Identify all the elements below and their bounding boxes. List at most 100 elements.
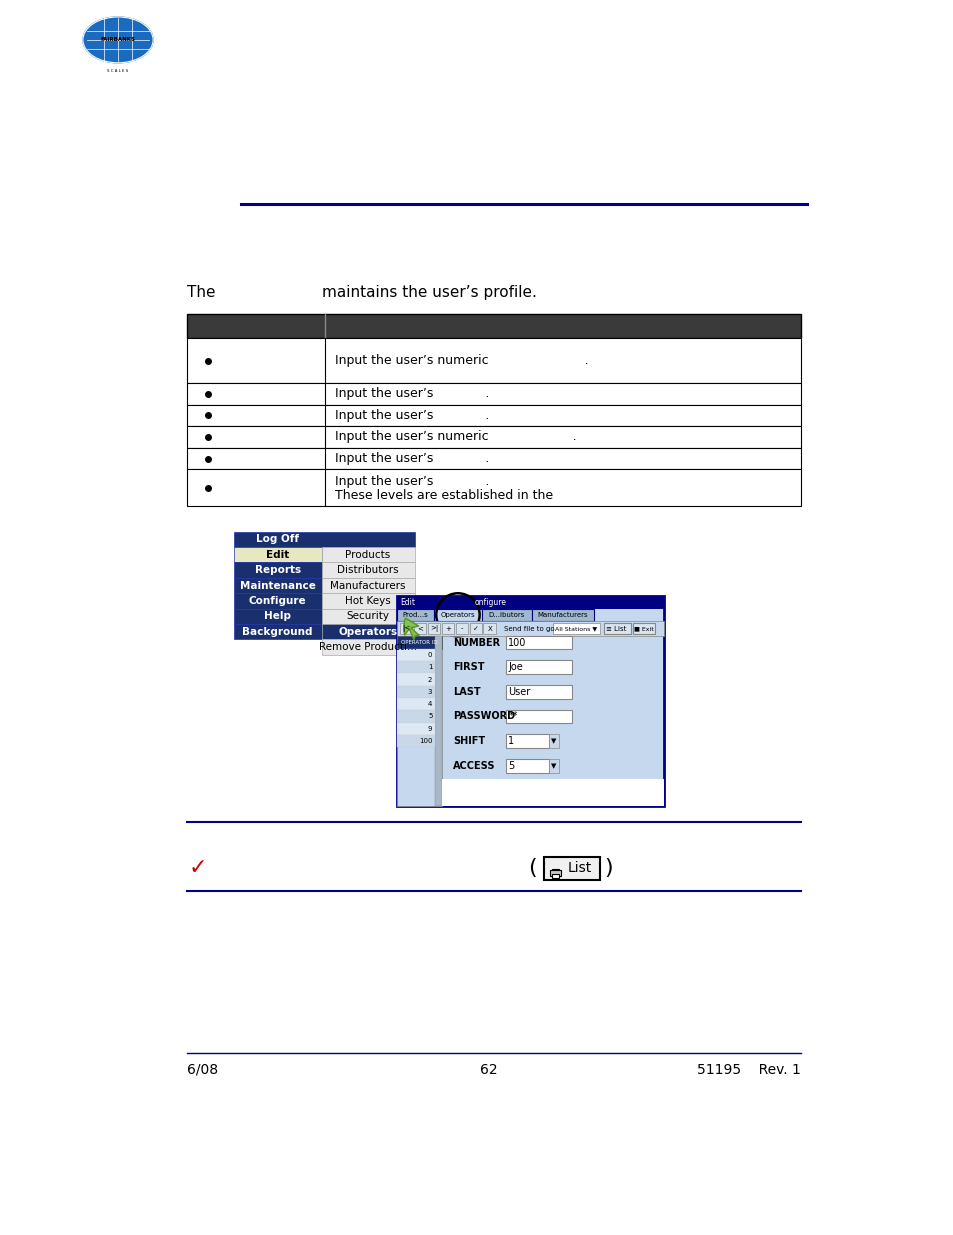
- Bar: [321, 593, 415, 609]
- Text: 3: 3: [427, 689, 432, 695]
- Bar: [469, 624, 481, 634]
- Bar: [321, 578, 415, 593]
- Text: Edit: Edit: [400, 598, 416, 606]
- Bar: [531, 609, 593, 621]
- Text: ▼: ▼: [551, 739, 557, 745]
- Text: OPERATOR ID: OPERATOR ID: [400, 640, 437, 645]
- Bar: [396, 597, 663, 805]
- Bar: [505, 734, 548, 748]
- Bar: [233, 624, 321, 640]
- Bar: [321, 609, 415, 624]
- Text: 1: 1: [427, 664, 432, 671]
- Bar: [396, 710, 435, 722]
- Text: Background: Background: [242, 626, 313, 637]
- Text: ▼: ▼: [551, 763, 557, 768]
- Text: 51195    Rev. 1: 51195 Rev. 1: [697, 1063, 801, 1077]
- Text: FAIRBANKS: FAIRBANKS: [100, 37, 135, 42]
- Text: Help: Help: [264, 611, 291, 621]
- Bar: [187, 383, 801, 405]
- Text: Manufacturers: Manufacturers: [537, 611, 587, 618]
- Text: (: (: [528, 858, 537, 878]
- Bar: [233, 609, 321, 624]
- Text: Operators: Operators: [338, 626, 397, 637]
- Bar: [505, 685, 571, 699]
- Text: Joe: Joe: [508, 662, 522, 672]
- Bar: [396, 722, 435, 735]
- Text: Edit: Edit: [266, 550, 289, 559]
- Text: Input the user’s             .: Input the user’s .: [335, 388, 489, 400]
- Bar: [551, 874, 558, 878]
- Bar: [427, 624, 439, 634]
- Bar: [321, 640, 415, 655]
- Text: These levels are established in the: These levels are established in the: [335, 489, 552, 501]
- Bar: [633, 624, 654, 634]
- Text: 6/08: 6/08: [187, 1063, 218, 1077]
- Text: 5: 5: [508, 761, 514, 771]
- Bar: [233, 593, 321, 609]
- Text: List: List: [567, 861, 591, 876]
- Bar: [233, 578, 321, 593]
- Bar: [548, 758, 558, 773]
- Text: Distributors: Distributors: [336, 566, 398, 576]
- Bar: [187, 314, 801, 338]
- Bar: [396, 597, 663, 609]
- Text: Security: Security: [346, 611, 389, 621]
- Text: 62: 62: [479, 1063, 497, 1077]
- Text: Send file to go: Send file to go: [503, 626, 554, 631]
- Bar: [396, 673, 435, 685]
- Text: Input the user’s numeric                     .: Input the user’s numeric .: [335, 431, 576, 443]
- Text: Prod...s: Prod...s: [402, 611, 428, 618]
- Bar: [187, 469, 801, 506]
- Text: D...ibutors: D...ibutors: [488, 611, 524, 618]
- Bar: [321, 562, 415, 578]
- Bar: [396, 609, 434, 621]
- Bar: [548, 734, 558, 748]
- Text: Input the user’s             .: Input the user’s .: [335, 409, 489, 422]
- Text: 2: 2: [428, 677, 432, 683]
- Text: ACCESS: ACCESS: [453, 761, 496, 771]
- Text: Input the user’s             .: Input the user’s .: [335, 475, 489, 488]
- Text: ✓: ✓: [473, 626, 478, 631]
- Bar: [483, 624, 496, 634]
- Bar: [396, 735, 435, 747]
- Bar: [399, 624, 412, 634]
- Bar: [543, 857, 599, 879]
- Text: Hot Keys: Hot Keys: [345, 597, 391, 606]
- Text: ): ): [604, 858, 613, 878]
- Text: X: X: [487, 626, 492, 631]
- Bar: [435, 636, 441, 805]
- Bar: [187, 448, 801, 469]
- Text: SHIFT: SHIFT: [453, 736, 485, 746]
- Text: NUMBER: NUMBER: [453, 637, 500, 647]
- Bar: [481, 609, 531, 621]
- Text: PASSWORD: PASSWORD: [453, 711, 515, 721]
- Bar: [396, 621, 663, 636]
- Text: Maintenance: Maintenance: [239, 580, 315, 590]
- Text: 5: 5: [428, 714, 432, 720]
- Bar: [396, 636, 441, 648]
- Text: 1: 1: [508, 736, 514, 746]
- Bar: [396, 685, 435, 698]
- Bar: [187, 426, 801, 448]
- Text: Configure: Configure: [249, 597, 306, 606]
- Bar: [396, 648, 435, 661]
- Text: Remove Producti...: Remove Producti...: [318, 642, 416, 652]
- Text: **: **: [508, 711, 517, 721]
- Bar: [505, 758, 548, 773]
- Text: Products: Products: [345, 550, 390, 559]
- Text: User: User: [508, 687, 530, 697]
- Bar: [553, 624, 599, 634]
- Text: Manufacturers: Manufacturers: [330, 580, 405, 590]
- Text: Operators: Operators: [440, 611, 475, 618]
- Text: ■ Exit: ■ Exit: [633, 626, 653, 631]
- Text: ✓: ✓: [189, 858, 208, 878]
- Text: 0: 0: [427, 652, 432, 658]
- Circle shape: [83, 17, 152, 63]
- Bar: [505, 661, 571, 674]
- Bar: [233, 531, 415, 547]
- Text: All Stations ▼: All Stations ▼: [555, 626, 597, 631]
- Text: 9: 9: [427, 726, 432, 732]
- Bar: [321, 624, 415, 640]
- Bar: [396, 698, 435, 710]
- Bar: [396, 661, 435, 673]
